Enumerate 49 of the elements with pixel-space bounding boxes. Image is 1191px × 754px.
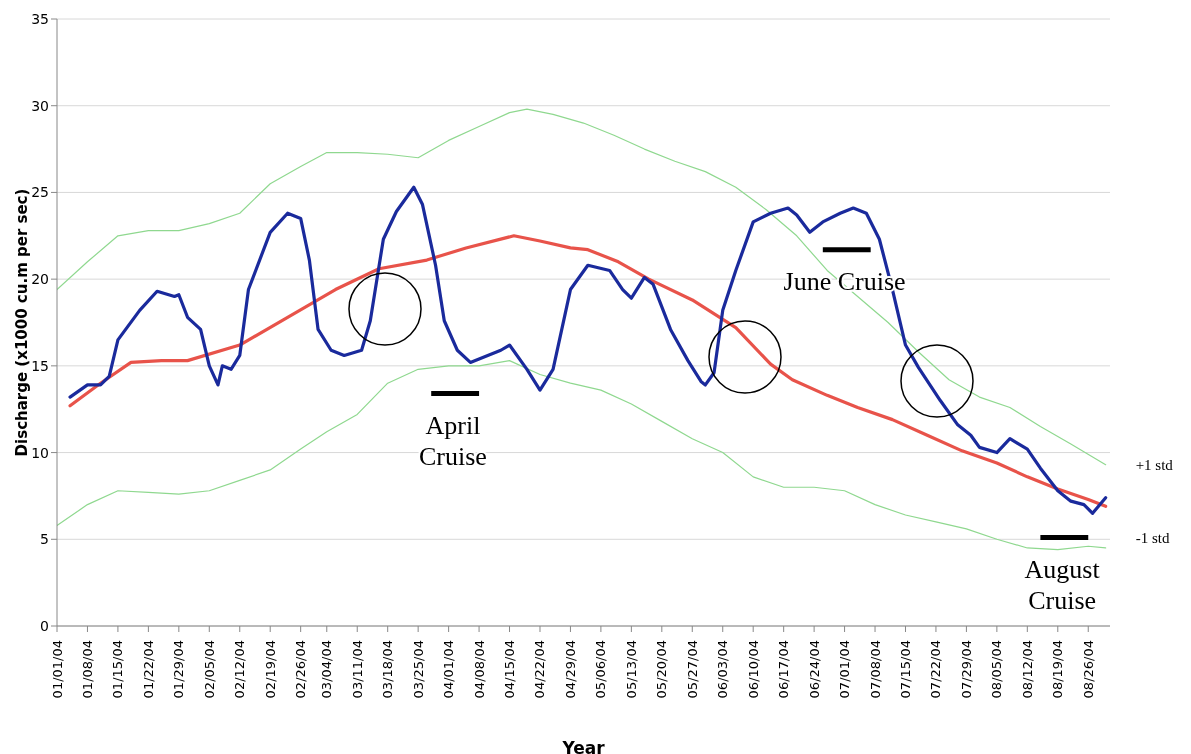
x-tick-label: 06/17/04 [776,640,792,699]
text: -1 std [1135,529,1170,546]
x-tick-label: 06/24/04 [806,640,822,699]
x-tick-label: 03/04/04 [319,640,335,699]
x-tick-label: 08/26/04 [1080,640,1096,699]
y-tick-label: 20 [31,271,49,288]
x-tick-label: 02/05/04 [201,640,217,699]
x-tick-label: 01/15/04 [110,640,126,699]
x-tick-label: 07/01/04 [837,640,853,699]
x-tick-label: 02/19/04 [262,640,278,699]
annotation: August Cruise [1024,554,1101,615]
x-tick-label: 04/22/04 [532,640,548,699]
x-tick-label: 02/26/04 [293,640,309,699]
x-axis-title: Year [561,738,606,754]
x-tick-label: 01/29/04 [171,640,187,699]
y-tick-label: 30 [31,97,49,114]
x-tick-label: 05/27/04 [684,640,700,699]
y-tick-label: 15 [31,357,49,374]
x-tick-label: 02/12/04 [232,640,248,699]
x-tick-label: 06/10/04 [745,640,761,699]
y-tick-label: 35 [31,10,49,27]
x-tick-label: 05/13/04 [623,640,639,699]
x-tick-label: 01/01/04 [49,640,65,699]
x-tick-label: 04/08/04 [471,640,487,699]
x-tick-label: 07/29/04 [958,640,974,699]
x-tick-label: 08/19/04 [1050,640,1066,699]
x-tick-label: 05/06/04 [593,640,609,699]
series-label: +1 std [1135,456,1174,473]
x-tick-label: 07/15/04 [897,640,913,699]
x-tick-label: 01/08/04 [79,640,95,699]
y-tick-label: 5 [40,531,49,548]
x-tick-label: 08/05/04 [989,640,1005,699]
x-tick-label: 04/29/04 [562,640,578,699]
x-tick-label: 04/01/04 [441,640,457,699]
x-tick-label: 03/11/04 [349,640,365,699]
y-axis-title: Discharge (x1000 cu.m per sec) [13,188,32,457]
x-tick-label: 07/08/04 [867,640,883,699]
x-tick-label: 08/12/04 [1019,640,1035,699]
x-tick-label: 04/15/04 [502,640,518,699]
annotation: April Cruise [419,410,487,471]
x-tick-label: 01/22/04 [140,640,156,699]
x-tick-label: 06/03/04 [715,640,731,699]
x-tick-label: 03/25/04 [410,640,426,699]
x-tick-label: 03/18/04 [380,640,396,699]
x-tick-label: 05/20/04 [654,640,670,699]
y-tick-label: 0 [40,617,49,634]
x-tick-label: 07/22/04 [928,640,944,699]
y-tick-label: 25 [31,184,49,201]
y-tick-label: 10 [31,444,49,461]
